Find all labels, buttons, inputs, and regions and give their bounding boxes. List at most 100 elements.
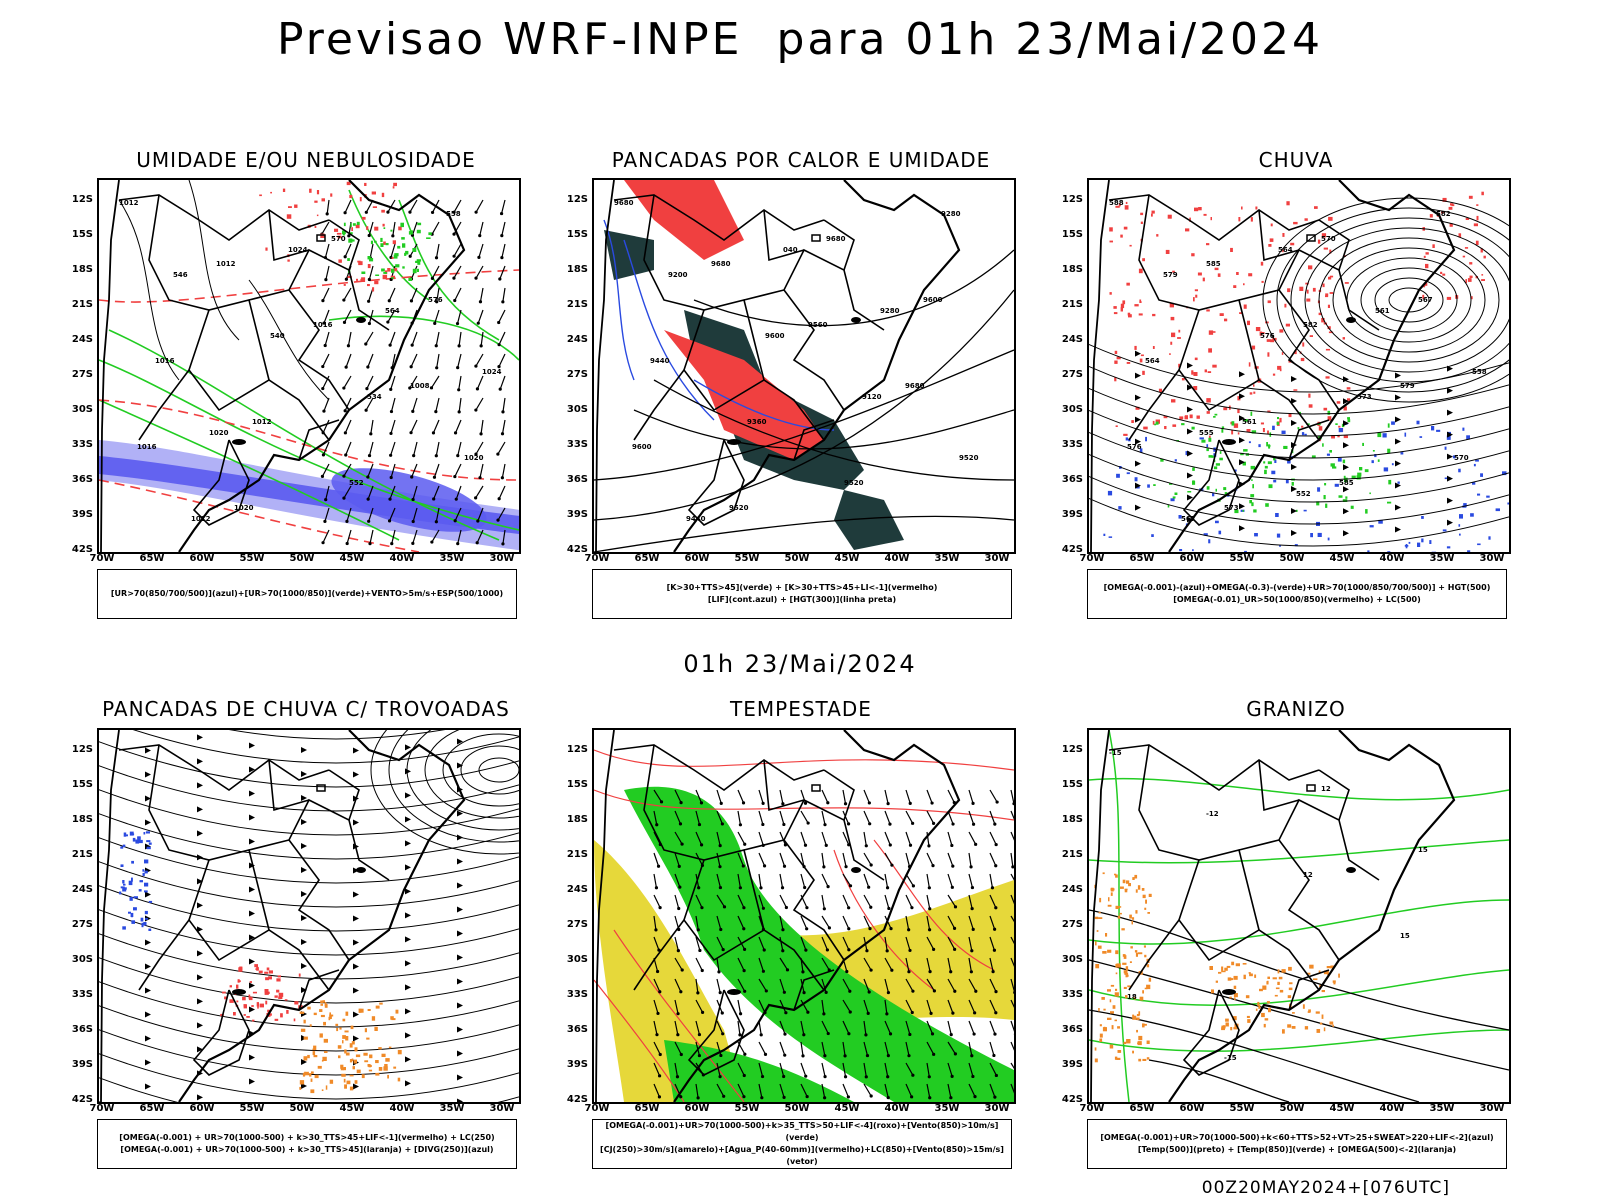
- wind-vector: [800, 831, 808, 847]
- rain-blue: [1444, 477, 1448, 480]
- omega-orange: [1132, 1050, 1134, 1054]
- streamline-arrow: [1343, 376, 1349, 383]
- wind-vector: [368, 529, 374, 546]
- streamline-arrow: [1239, 503, 1245, 510]
- rain-red: [1318, 426, 1323, 431]
- streamline-arrow: [353, 771, 359, 778]
- rain-red: [1172, 270, 1175, 273]
- streamline-arrow: [1447, 409, 1453, 416]
- streamline-arrow: [249, 790, 255, 797]
- contour-label: 9600: [923, 296, 943, 304]
- omega-orange: [1142, 1058, 1147, 1061]
- storm-orange: [307, 1054, 310, 1059]
- rain-red: [1198, 207, 1202, 211]
- rain-blue: [1442, 529, 1447, 532]
- rain-blue: [1470, 513, 1474, 517]
- omega-orange: [1148, 893, 1152, 897]
- rain-red: [1120, 303, 1125, 309]
- rain-red: [1114, 350, 1118, 354]
- contour-label: 576: [1127, 443, 1142, 451]
- rain-red: [1323, 407, 1328, 411]
- streamline-arrow: [1187, 428, 1193, 435]
- rain-blue: [1467, 550, 1471, 552]
- streamline-arrow: [457, 1002, 463, 1009]
- wind-vector: [497, 309, 506, 325]
- federal-district: [811, 784, 821, 792]
- wind-vector: [408, 199, 418, 214]
- storm-orange: [379, 1002, 383, 1005]
- rain-red: [1194, 357, 1198, 361]
- wind-vector: [1010, 1062, 1014, 1070]
- wind-vector: [884, 831, 892, 847]
- wind-vector: [1010, 894, 1014, 905]
- streamline-arrow: [457, 810, 463, 817]
- rain-blue: [1248, 441, 1251, 444]
- contour-label: 573: [1357, 393, 1372, 401]
- wind-vector: [453, 507, 462, 523]
- omega-orange: [1278, 976, 1283, 980]
- contour-label: 9600: [632, 443, 652, 451]
- omega-orange: [1094, 1047, 1097, 1051]
- streamline-arrow: [405, 984, 411, 991]
- green-cell: [401, 237, 405, 240]
- lon-tick-label: 50W: [1279, 1103, 1305, 1114]
- temp850-contour: [1089, 1029, 1509, 1052]
- omega-orange: [1255, 1008, 1258, 1011]
- storm-orange: [319, 1033, 323, 1038]
- green-cell: [347, 258, 350, 261]
- rain-red: [1277, 365, 1282, 370]
- state-border: [268, 759, 310, 812]
- omega-orange: [1282, 1029, 1285, 1034]
- wind-vector: [821, 894, 826, 911]
- storm-red: [264, 992, 269, 995]
- green-cell: [342, 233, 345, 236]
- storm-orange: [363, 1052, 368, 1056]
- streamline-arrow: [1343, 464, 1349, 471]
- rain-red: [1451, 204, 1455, 207]
- streamline-arrow: [1187, 450, 1193, 457]
- red-cell: [320, 233, 325, 238]
- lat-tick-label: 36S: [71, 474, 93, 485]
- wind-vector: [779, 1041, 787, 1057]
- wind-vector: [387, 507, 396, 523]
- wind-vector: [800, 873, 807, 890]
- lon-tick-label: 45W: [339, 1103, 365, 1114]
- streamline-arrow: [145, 843, 151, 850]
- streamline-arrow: [457, 858, 463, 865]
- omega-orange: [1326, 966, 1332, 969]
- omega-orange: [1281, 969, 1286, 973]
- rain-green: [1388, 479, 1392, 485]
- streamline-arrow: [1447, 497, 1453, 504]
- lon-tick-label: 35W: [1429, 1103, 1455, 1114]
- state-border: [1318, 219, 1350, 271]
- wind-vector: [500, 419, 506, 436]
- wind-vector: [1010, 810, 1014, 820]
- omega-orange: [1289, 982, 1293, 985]
- reservoir: [1346, 867, 1356, 873]
- rain-red: [1308, 265, 1313, 270]
- omega-orange: [1227, 977, 1232, 981]
- rain-blue: [1383, 467, 1389, 472]
- wind-vector: [779, 936, 785, 953]
- rain-blue: [1462, 427, 1465, 431]
- omega-orange: [1308, 1009, 1311, 1013]
- wind-vector: [1010, 957, 1014, 967]
- streamline: [99, 957, 519, 1004]
- wind-vector: [496, 507, 506, 522]
- wind-vector: [989, 894, 998, 910]
- rain-red: [1113, 312, 1118, 315]
- wind-vector: [863, 852, 873, 867]
- wind-vector: [367, 265, 374, 282]
- lat-tick-label: 36S: [566, 1024, 588, 1035]
- wind-vector: [478, 463, 484, 480]
- streamline-arrow: [405, 1008, 411, 1015]
- red-cell: [383, 241, 386, 245]
- streamline-arrow: [405, 816, 411, 823]
- lat-tick-label: 24S: [1061, 334, 1083, 345]
- rain-green: [1311, 455, 1316, 458]
- rain-red: [1464, 247, 1469, 249]
- rain-blue: [1367, 550, 1370, 552]
- storm-orange: [342, 1040, 344, 1044]
- lat-tick-label: 36S: [71, 1024, 93, 1035]
- streamline-arrow: [197, 782, 203, 789]
